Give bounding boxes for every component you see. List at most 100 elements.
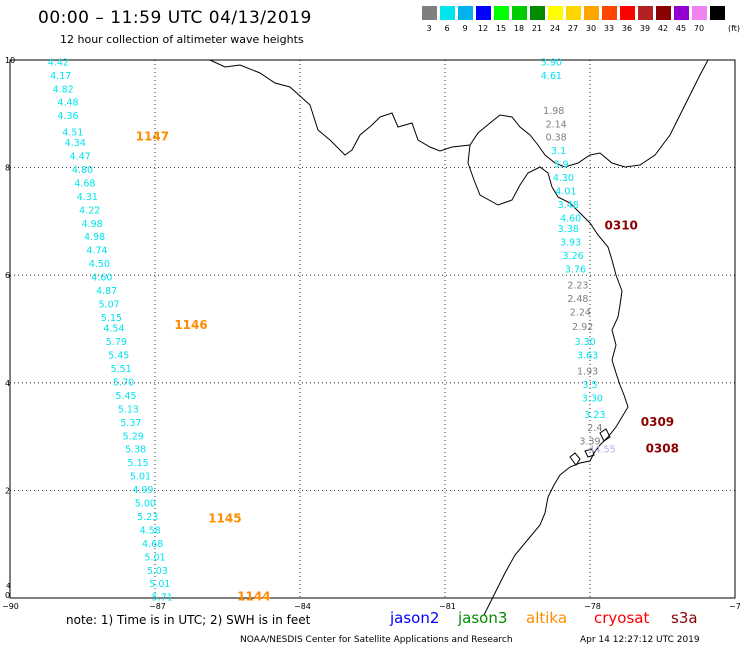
wave-height-value: 44.55 <box>588 445 615 456</box>
corner-label: 4 <box>6 582 11 590</box>
wave-height-value: 3.63 <box>577 351 598 362</box>
wave-height-value: 4.87 <box>96 286 117 297</box>
island-cluster <box>569 428 611 466</box>
wave-height-value: 5.13 <box>118 404 139 415</box>
wave-height-value: 3.76 <box>565 265 586 276</box>
wave-height-value: 4.30 <box>553 173 574 184</box>
wave-height-value: 5.29 <box>123 431 144 442</box>
wave-height-value: 4.01 <box>555 187 576 198</box>
lat-tick-label: 6 <box>5 271 10 280</box>
scale-swatch <box>674 6 689 20</box>
wave-height-value: 3.26 <box>563 251 584 262</box>
scale-swatch <box>656 6 671 20</box>
scale-label: 27 <box>567 24 579 33</box>
lon-tick-label: −75 <box>729 602 740 611</box>
pass-id-label: 0308 <box>646 442 679 456</box>
legend-entry: altika <box>526 609 568 627</box>
legend-entry: jason2 <box>390 609 440 627</box>
wave-height-value: 2.48 <box>567 294 588 305</box>
wave-height-value: 5.00 <box>135 499 156 510</box>
scale-swatch <box>494 6 509 20</box>
wave-height-value: 5.51 <box>111 364 132 375</box>
wave-height-value: 4.60 <box>560 213 581 224</box>
wave-height-value: 4.50 <box>89 259 110 270</box>
legend-entry: s3a <box>671 609 698 627</box>
scale-swatch <box>440 6 455 20</box>
scale-label: 36 <box>621 24 633 33</box>
scale-label: 70 <box>693 24 705 33</box>
wave-height-value: 1.98 <box>543 106 564 117</box>
lat-tick-label: 4 <box>5 379 10 388</box>
scale-swatch <box>620 6 635 20</box>
wave-height-value: 4.68 <box>74 178 95 189</box>
wave-height-value: 3.9 <box>553 160 568 171</box>
wave-height-value: 4.36 <box>57 111 78 122</box>
map-grid <box>9 59 736 599</box>
altimeter-tracks: 4.42 4.17 4.82 4.48 4.36 4.514.34 4.47 4.80 4.68… <box>48 57 679 603</box>
lon-tick-label: −84 <box>294 602 311 611</box>
wave-height-value: 4.98 <box>84 232 105 243</box>
wave-height-value: 2.23 <box>567 281 588 292</box>
scale-swatch <box>566 6 581 20</box>
legend-entry: cryosat <box>594 609 650 627</box>
wave-height-value: 5.71 <box>152 593 173 604</box>
wave-height-value: 3.1 <box>551 146 566 157</box>
lat-tick-label: 8 <box>5 164 10 173</box>
wave-height-value: 4.99 <box>132 485 153 496</box>
wave-height-value: 3.93 <box>560 238 581 249</box>
gulf-of-panama-coast <box>467 144 553 206</box>
wave-height-value: 4.80 <box>72 165 93 176</box>
wave-height-value: 5.01 <box>144 552 165 563</box>
wave-height-value: 5.01 <box>149 579 170 590</box>
wave-height-value: 5.79 <box>106 337 127 348</box>
scale-label: 33 <box>603 24 615 33</box>
generation-timestamp: Apr 14 12:27:12 UTC 2019 <box>580 635 700 645</box>
wave-height-value: 4.74 <box>86 246 107 257</box>
lon-tick-label: −78 <box>584 602 601 611</box>
wave-height-value: 5.01 <box>130 472 151 483</box>
wave-height-value: 5.03 <box>147 566 168 577</box>
lat-tick-label: 0 <box>5 591 10 600</box>
scale-swatch <box>476 6 491 20</box>
scale-swatch <box>710 6 725 20</box>
legend-entry: jason3 <box>458 609 508 627</box>
scale-label: 42 <box>657 24 669 33</box>
scale-swatch <box>458 6 473 20</box>
scale-unit: (ft) <box>727 24 740 33</box>
scale-label: 21 <box>531 24 543 33</box>
coastline <box>209 59 709 615</box>
scale-label: 12 <box>477 24 489 33</box>
wave-height-value: 4.34 <box>65 138 86 149</box>
pass-id-label: 1147 <box>136 130 169 144</box>
wave-height-value: 5.37 <box>120 418 141 429</box>
scale-label: 24 <box>549 24 561 33</box>
scale-swatch <box>584 6 599 20</box>
wave-height-value: 3.38 <box>558 224 579 235</box>
wave-height-value: 4.61 <box>541 71 562 82</box>
map-title: 00:00 – 11:59 UTC 04/13/2019 <box>38 8 312 28</box>
wave-height-value: 1.93 <box>577 367 598 378</box>
scale-label: 45 <box>675 24 687 33</box>
wave-height-value: 4.51 <box>62 127 83 138</box>
lon-tick-label: −90 <box>2 602 19 611</box>
wave-height-value: 4.42 <box>48 57 69 68</box>
wave-height-value: 3.90 <box>541 57 562 68</box>
wave-height-value: 2.4 <box>587 423 602 434</box>
pass-id-label: 0310 <box>605 218 638 232</box>
wave-height-value: 4.82 <box>53 84 74 95</box>
scale-swatch <box>638 6 653 20</box>
wave-height-value: 5.45 <box>108 351 129 362</box>
wave-height-value: 5.15 <box>101 313 122 324</box>
map-subtitle: 12 hour collection of altimeter wave hei… <box>60 33 304 46</box>
central-america-coast <box>209 59 709 168</box>
wave-height-value: 4.48 <box>57 98 78 109</box>
wave-height-value: 0.38 <box>546 133 567 144</box>
lon-tick-label: −87 <box>149 602 166 611</box>
wave-height-value: 3.30 <box>575 337 596 348</box>
scale-swatch <box>548 6 563 20</box>
wave-height-value: 4.58 <box>140 525 161 536</box>
wave-height-value: 3.23 <box>584 410 605 421</box>
colombia-coast <box>483 186 629 615</box>
wave-height-value: 4.60 <box>91 273 112 284</box>
wave-height-value: 5.38 <box>125 445 146 456</box>
